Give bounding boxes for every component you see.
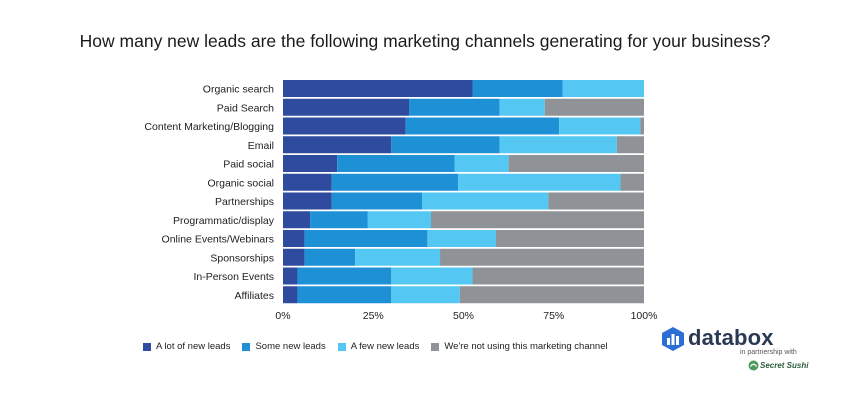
- bar-segment-2-row-7: [331, 192, 422, 210]
- category-label: Content Marketing/Blogging: [144, 121, 274, 133]
- bar-segment-3-row-5: [454, 155, 509, 172]
- legend-label: We're not using this marketing channel: [444, 341, 608, 352]
- bar-segment-1-row-6: [283, 173, 332, 191]
- bar-segment-4-row-12: [459, 286, 644, 304]
- databox-bars-icon: [662, 327, 684, 351]
- bar-segment-3-row-6: [458, 173, 621, 191]
- bar-segment-2-row-4: [391, 136, 500, 154]
- bar-segment-2-row-3: [405, 117, 560, 135]
- secret-sushi-icon: [748, 360, 759, 371]
- category-label: Paid social: [223, 159, 274, 171]
- category-label: Programmatic/display: [173, 215, 275, 227]
- bar-segment-1-row-1: [283, 80, 473, 97]
- databox-brand: databox in partnership with Secret Sushi: [662, 325, 812, 380]
- x-axis-ticks: 0% 25% 50% 75% 100%: [275, 310, 657, 322]
- bar-segment-2-row-10: [304, 248, 356, 266]
- bar-segment-3-row-7: [421, 192, 549, 210]
- bar-segment-2-row-11: [297, 267, 392, 285]
- chart-legend: A lot of new leads Some new leads A few ne…: [143, 341, 620, 352]
- legend-swatch: [431, 342, 440, 351]
- bar-segment-2-row-9: [304, 230, 428, 247]
- chart-title: How many new leads are the following mar…: [79, 31, 771, 51]
- bar-segment-4-row-2: [544, 98, 644, 116]
- bar-segment-2-row-1: [472, 80, 563, 97]
- bar-segment-1-row-7: [283, 192, 332, 210]
- bar-segment-1-row-8: [283, 211, 311, 229]
- legend-label: Some new leads: [255, 341, 326, 352]
- x-tick-label: 0%: [275, 310, 290, 322]
- bar-segment-2-row-5: [337, 155, 455, 172]
- bar-segment-2-row-8: [310, 211, 368, 229]
- bar-segment-1-row-11: [283, 267, 298, 285]
- bar-segment-4-row-5: [508, 155, 644, 172]
- x-tick-label: 50%: [453, 310, 474, 322]
- legend-label: A few new leads: [350, 341, 420, 352]
- legend-item: A lot of new leads: [143, 341, 230, 352]
- bar-segment-3-row-11: [391, 267, 473, 285]
- x-tick-label: 100%: [631, 310, 658, 322]
- legend-swatch: [337, 342, 346, 351]
- x-tick-label: 75%: [543, 310, 564, 322]
- bar-segment-4-row-6: [620, 173, 644, 191]
- category-label: Sponsorships: [210, 252, 274, 264]
- bar-segment-1-row-2: [283, 98, 410, 116]
- x-tick-label: 25%: [363, 310, 384, 322]
- category-label: Partnerships: [215, 196, 274, 208]
- category-label: Affiliates: [235, 290, 275, 302]
- legend-swatch: [242, 342, 251, 351]
- bar-segment-4-row-8: [431, 211, 644, 229]
- bar-segment-3-row-12: [391, 286, 460, 304]
- bars-layer: [283, 80, 644, 304]
- bar-segment-3-row-3: [559, 117, 641, 135]
- bar-segment-3-row-8: [367, 211, 432, 229]
- legend-item: Some new leads: [242, 341, 326, 352]
- bar-segment-4-row-9: [495, 230, 644, 247]
- category-label: Online Events/Webinars: [162, 234, 274, 246]
- category-label: In-Person Events: [193, 271, 274, 283]
- bar-segment-2-row-2: [409, 98, 500, 116]
- bar-segment-3-row-2: [499, 98, 545, 116]
- category-labels: Organic search Paid Search Content Marketi…: [144, 84, 274, 302]
- bar-segment-1-row-5: [283, 155, 338, 172]
- bar-segment-3-row-4: [499, 136, 617, 154]
- bar-segment-1-row-3: [283, 117, 406, 135]
- partner-caption: in partnership with: [740, 349, 797, 356]
- bar-segment-4-row-11: [472, 267, 644, 285]
- bar-segment-1-row-4: [283, 136, 392, 154]
- category-label: Paid Search: [217, 102, 274, 114]
- legend-label: A lot of new leads: [156, 341, 231, 352]
- category-label: Organic social: [207, 177, 274, 189]
- bar-segment-2-row-6: [331, 173, 459, 191]
- bar-segment-3-row-1: [562, 80, 644, 97]
- databox-logo-text: databox: [688, 325, 774, 350]
- bar-segment-4-row-10: [440, 248, 644, 266]
- bar-segment-1-row-12: [283, 286, 298, 304]
- bar-segment-3-row-10: [355, 248, 441, 266]
- bar-segment-1-row-10: [283, 248, 305, 266]
- bar-segment-3-row-9: [427, 230, 496, 247]
- bar-segment-4-row-7: [548, 192, 644, 210]
- bar-segment-2-row-12: [297, 286, 392, 304]
- category-label: Email: [248, 140, 274, 152]
- category-label: Organic search: [203, 84, 274, 96]
- partner-name: Secret Sushi: [760, 361, 809, 370]
- legend-swatch: [143, 342, 151, 351]
- bar-segment-1-row-9: [283, 230, 305, 247]
- legend-item: A few new leads: [337, 341, 420, 352]
- bar-segment-4-row-4: [616, 136, 644, 154]
- legend-item: We're not using this marketing channel: [431, 341, 608, 352]
- bar-segment-4-row-3: [640, 117, 644, 135]
